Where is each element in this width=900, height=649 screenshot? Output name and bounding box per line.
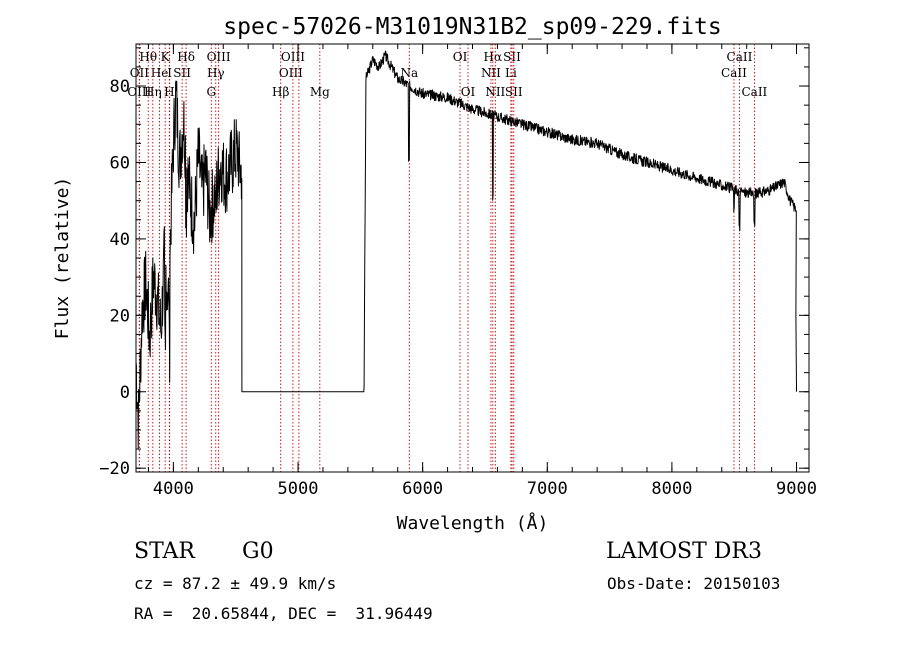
y-tick-label: 80 [110, 77, 130, 97]
chart-title: spec-57026-M31019N31B2_sp09-229.fits [223, 14, 722, 40]
line-id-label: NII [481, 66, 501, 80]
line-id-label: CaII [741, 85, 767, 99]
y-tick-label: 40 [110, 230, 130, 250]
x-tick-label: 6000 [402, 479, 443, 499]
object-subclass: G0 [242, 539, 274, 564]
line-id-label: Li [505, 66, 517, 80]
line-id-label: OIII [127, 85, 151, 99]
y-tick-label: 60 [110, 153, 130, 173]
line-id-label: Hθ [139, 50, 157, 64]
x-tick-label: 7000 [527, 479, 568, 499]
object-class: STAR [134, 539, 195, 564]
line-id-label: Hγ [207, 66, 225, 80]
survey-name: LAMOST DR3 [606, 539, 762, 564]
redshift-value: cz = 87.2 ± 49.9 km/s [134, 574, 337, 593]
x-tick-label: 5000 [278, 479, 319, 499]
x-axis-label: Wavelength (Å) [397, 512, 549, 534]
coordinates: RA = 20.65844, DEC = 31.96449 [134, 604, 433, 623]
line-id-label: OIII [207, 50, 231, 64]
y-tick-label: 20 [110, 306, 130, 326]
line-id-label: K [161, 50, 171, 64]
line-id-label: OI [461, 85, 476, 99]
flux-series-line [135, 50, 797, 449]
line-id-label: NII [485, 85, 505, 99]
line-id-label: H [164, 85, 174, 99]
y-tick-label: −20 [99, 459, 130, 479]
line-id-label: SII [173, 66, 191, 80]
line-id-label: Hα [484, 50, 503, 64]
y-tick-label: 0 [120, 383, 130, 403]
line-id-label: CaII [721, 66, 747, 80]
line-id-label: Na [400, 66, 418, 80]
line-id-label: SII [503, 50, 521, 64]
line-id-label: Hδ [177, 50, 195, 64]
line-id-label: G [206, 85, 216, 99]
line-id-label: Hβ [272, 85, 289, 99]
line-id-label: OI [453, 50, 468, 64]
x-tick-label: 9000 [776, 479, 817, 499]
line-id-label: Hη [144, 85, 162, 99]
line-id-label: I [167, 66, 172, 80]
line-id-label: SII [505, 85, 523, 99]
line-id-label: He [151, 66, 169, 80]
x-tick-label: 4000 [153, 479, 194, 499]
x-tick-label: 8000 [651, 479, 692, 499]
obs-date: Obs-Date: 20150103 [607, 574, 781, 593]
line-id-label: OIII [279, 66, 303, 80]
line-id-label: OIII [281, 50, 305, 64]
line-id-label: CaII [727, 50, 753, 64]
y-axis-label: Flux (relative) [52, 177, 73, 340]
line-id-label: Mg [310, 85, 330, 99]
